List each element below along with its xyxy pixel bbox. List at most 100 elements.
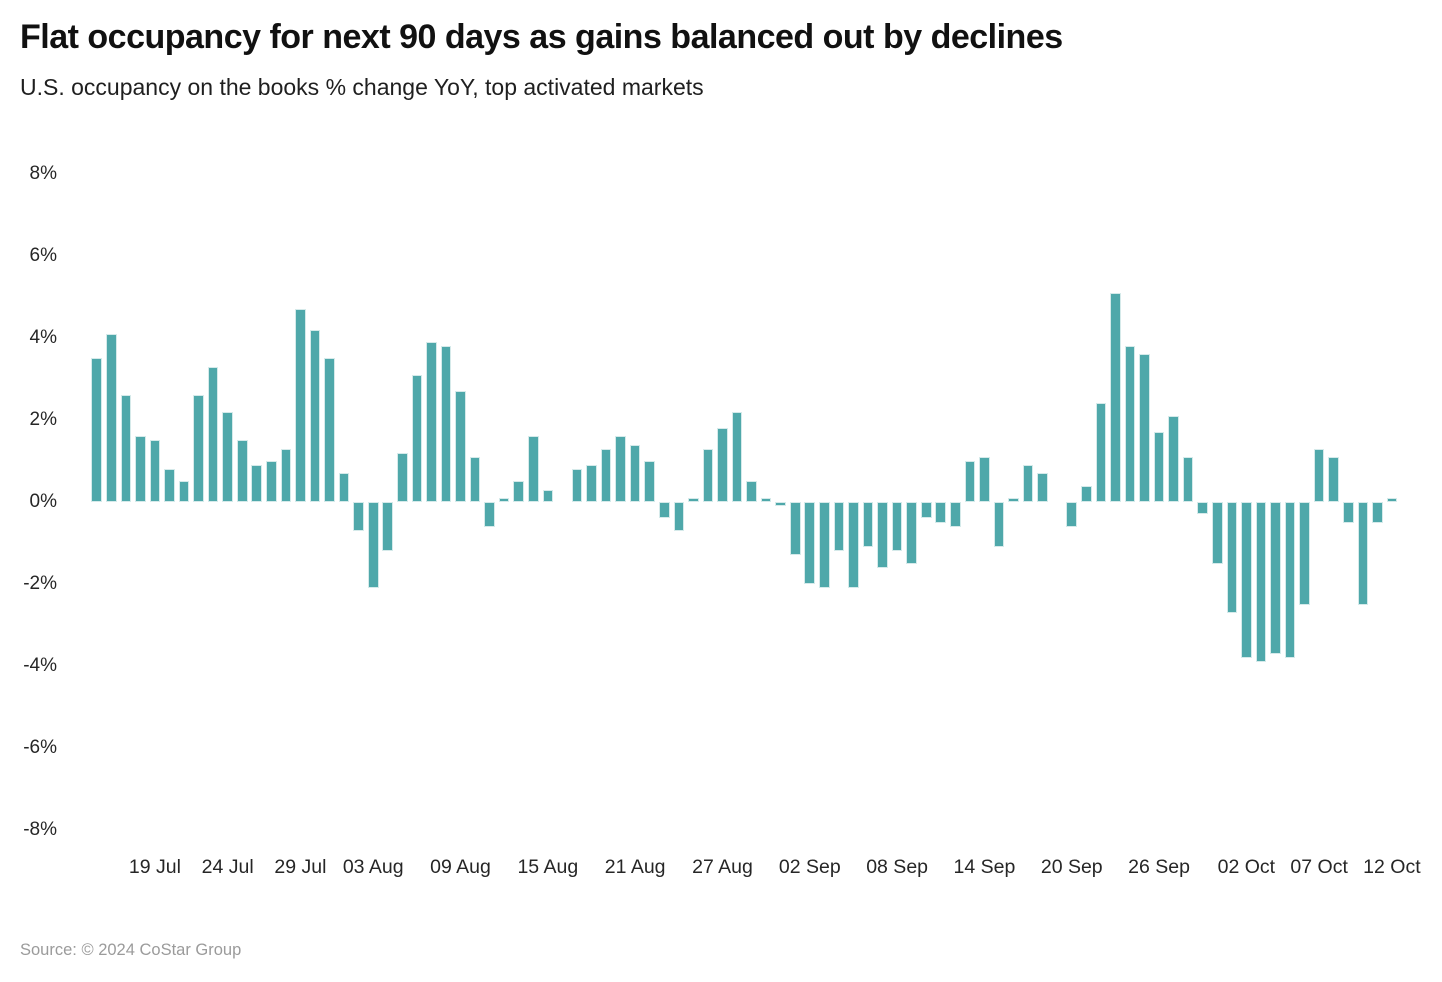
bar-22-aug xyxy=(644,460,655,502)
x-axis-tick-label: 09 Aug xyxy=(430,856,491,878)
bar-19-jul xyxy=(149,440,161,502)
bar-01-aug xyxy=(338,473,350,502)
bar-03-oct xyxy=(1255,502,1267,663)
bar-30-sep xyxy=(1211,502,1223,564)
y-axis-tick-label: 4% xyxy=(29,326,57,348)
bar-28-sep xyxy=(1182,456,1194,502)
y-axis-tick-label: 2% xyxy=(29,408,57,430)
bar-23-aug xyxy=(658,502,670,519)
bar-07-aug xyxy=(426,341,437,502)
bar-12-sep xyxy=(950,502,961,527)
bar-03-sep xyxy=(819,502,830,589)
bar-26-sep xyxy=(1153,432,1165,502)
y-axis-tick-label: -4% xyxy=(23,655,57,677)
bar-14-aug xyxy=(527,436,539,502)
bar-07-oct xyxy=(1313,448,1325,502)
bar-21-sep xyxy=(1081,485,1092,502)
bar-28-jul xyxy=(280,448,292,502)
bar-15-aug xyxy=(542,489,554,502)
bar-26-jul xyxy=(251,465,263,502)
bar-09-aug xyxy=(455,391,466,502)
bar-25-jul xyxy=(236,440,248,502)
bar-19-aug xyxy=(600,448,612,502)
x-axis-tick-label: 15 Aug xyxy=(517,856,579,878)
bar-08-oct xyxy=(1328,456,1339,502)
bar-22-jul xyxy=(193,395,204,502)
bar-26-aug xyxy=(702,448,714,502)
x-axis-tick-label: 07 Oct xyxy=(1290,856,1348,878)
bar-30-aug xyxy=(760,497,772,502)
bar-06-aug xyxy=(411,374,423,502)
bar-16-sep xyxy=(1008,497,1019,502)
y-axis-tick-label: 0% xyxy=(29,491,57,512)
bar-03-aug xyxy=(367,502,379,589)
y-axis-tick-label: -2% xyxy=(23,573,57,595)
bar-25-aug xyxy=(688,497,699,502)
bar-20-aug xyxy=(615,436,626,502)
bar-18-aug xyxy=(586,465,597,502)
x-axis-tick-label: 27 Aug xyxy=(692,856,753,878)
bar-23-sep xyxy=(1110,292,1121,502)
bar-13-sep xyxy=(964,460,976,502)
bar-21-jul xyxy=(178,481,190,502)
bar-18-jul xyxy=(135,436,146,502)
x-axis-tick-label: 26 Sep xyxy=(1128,856,1190,878)
bar-11-sep xyxy=(935,502,947,523)
x-axis-tick-label: 21 Aug xyxy=(604,856,666,878)
bar-04-sep xyxy=(833,502,845,552)
bar-27-jul xyxy=(266,460,277,502)
y-axis-tick-label: -6% xyxy=(23,737,57,759)
bar-02-oct xyxy=(1241,502,1252,659)
x-axis-tick-label: 02 Sep xyxy=(778,856,841,878)
bar-11-oct xyxy=(1372,502,1383,523)
bar-31-aug xyxy=(775,502,786,507)
x-axis-tick-label: 20 Sep xyxy=(1040,856,1103,878)
bar-13-aug xyxy=(513,481,525,502)
bar-17-jul xyxy=(120,395,132,502)
x-axis-tick-label: 12 Oct xyxy=(1363,856,1421,878)
bar-17-aug xyxy=(571,469,583,502)
bar-05-sep xyxy=(848,502,859,589)
chart-subtitle: U.S. occupancy on the books % change YoY… xyxy=(20,74,704,100)
bar-12-aug xyxy=(498,497,510,502)
x-axis-tick-label: 19 Jul xyxy=(128,856,181,878)
bar-01-sep xyxy=(789,502,801,556)
bar-25-sep xyxy=(1139,354,1150,502)
bar-29-sep xyxy=(1197,502,1209,515)
bar-08-sep xyxy=(891,502,903,552)
bar-09-oct xyxy=(1342,502,1354,523)
bar-24-aug xyxy=(673,502,685,531)
bar-15-jul xyxy=(91,358,102,502)
bar-20-jul xyxy=(164,469,175,502)
bar-16-jul xyxy=(105,333,117,502)
y-axis-tick-label: 8% xyxy=(29,162,57,184)
x-axis-tick-label: 14 Sep xyxy=(953,856,1016,878)
bar-06-oct xyxy=(1299,502,1310,605)
x-axis-tick-label: 08 Sep xyxy=(866,856,929,878)
bar-10-sep xyxy=(920,502,932,519)
bar-05-oct xyxy=(1284,502,1296,659)
y-axis-tick-label: 6% xyxy=(29,244,57,266)
chart-title: Flat occupancy for next 90 days as gains… xyxy=(20,18,1063,56)
bar-07-sep xyxy=(877,502,888,568)
bar-21-aug xyxy=(629,444,641,502)
bar-27-aug xyxy=(717,428,728,502)
x-axis-tick-label: 02 Oct xyxy=(1217,856,1276,878)
bar-14-sep xyxy=(979,456,990,502)
bar-28-aug xyxy=(731,411,743,502)
bar-10-oct xyxy=(1357,502,1369,605)
bar-09-sep xyxy=(906,502,917,564)
bar-23-jul xyxy=(207,366,219,502)
bar-08-aug xyxy=(440,345,452,502)
bar-06-sep xyxy=(862,502,874,548)
bar-02-aug xyxy=(353,502,364,531)
bar-15-sep xyxy=(993,502,1005,548)
bar-01-oct xyxy=(1226,502,1238,613)
bar-10-aug xyxy=(469,456,481,502)
bar-30-jul xyxy=(309,329,321,502)
y-axis-tick-label: -8% xyxy=(23,819,57,841)
bar-18-sep xyxy=(1037,473,1048,502)
bar-17-sep xyxy=(1022,465,1034,502)
bar-04-aug xyxy=(382,502,394,552)
